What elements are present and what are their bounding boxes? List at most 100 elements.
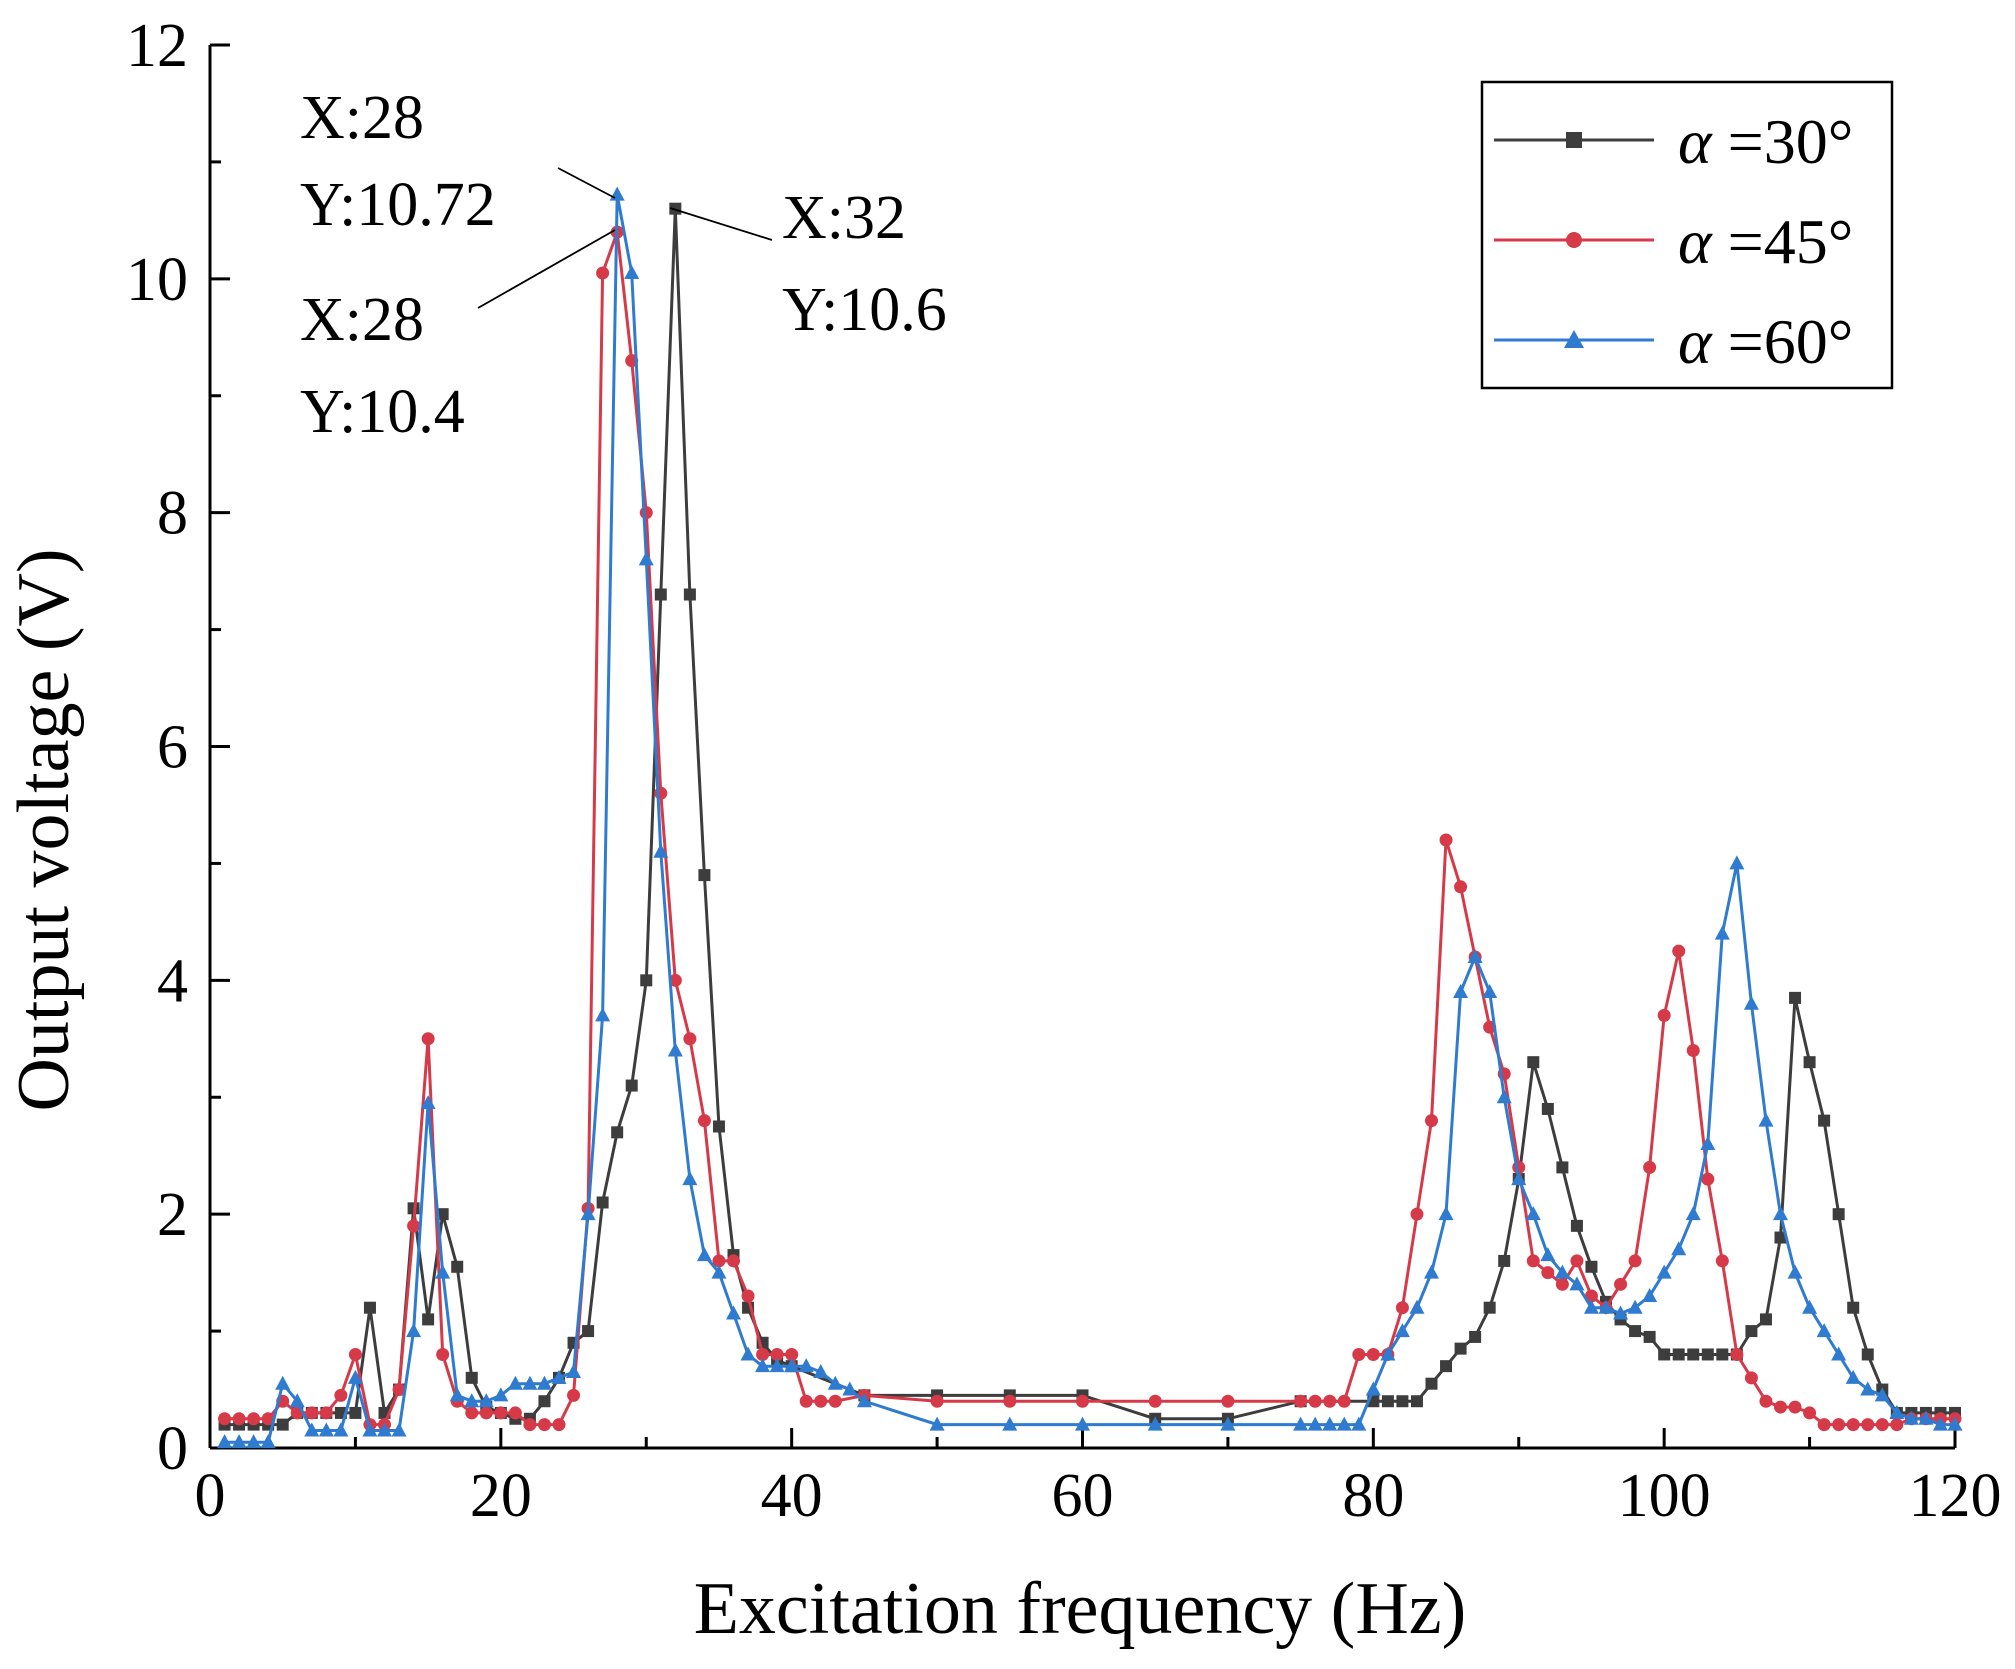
data-point-60-31 bbox=[667, 1042, 683, 1057]
legend-label-30: =30° bbox=[1728, 106, 1854, 177]
data-point-60-10 bbox=[362, 1422, 378, 1437]
data-point-60-11 bbox=[377, 1422, 392, 1437]
data-point-45-37 bbox=[756, 1347, 770, 1361]
data-point-60-15 bbox=[435, 1264, 451, 1279]
x-tick-label-60: 60 bbox=[1052, 1462, 1114, 1530]
annotation-1-y: Y:10.72 bbox=[300, 171, 496, 239]
data-point-45-75 bbox=[1672, 944, 1686, 958]
data-point-30-59 bbox=[1541, 1102, 1554, 1115]
data-point-45-83 bbox=[1788, 1400, 1802, 1414]
data-point-45-65 bbox=[1526, 1254, 1540, 1268]
data-point-30-66 bbox=[1643, 1330, 1656, 1343]
data-point-45-57 bbox=[1410, 1207, 1424, 1221]
data-point-60-44 bbox=[856, 1393, 872, 1408]
data-point-30-75 bbox=[1774, 1231, 1787, 1244]
data-point-30-71 bbox=[1716, 1348, 1729, 1361]
data-point-60-38 bbox=[769, 1358, 785, 1373]
data-point-60-86 bbox=[1816, 1323, 1832, 1338]
data-point-45-76 bbox=[1686, 1043, 1700, 1057]
series-line-45 bbox=[224, 231, 1955, 1427]
data-point-45-80 bbox=[1744, 1371, 1758, 1385]
data-point-45-69 bbox=[1584, 1289, 1598, 1303]
annotation-3-y: Y:10.6 bbox=[782, 276, 947, 344]
data-point-45-6 bbox=[305, 1406, 319, 1420]
data-point-60-4 bbox=[275, 1375, 291, 1390]
data-point-60-92 bbox=[1903, 1410, 1919, 1425]
data-point-45-74 bbox=[1657, 1008, 1671, 1022]
data-point-45-72 bbox=[1628, 1254, 1642, 1268]
data-point-60-91 bbox=[1889, 1404, 1905, 1419]
legend-label-45: =45° bbox=[1728, 206, 1854, 277]
data-point-45-42 bbox=[828, 1394, 842, 1408]
annotation-leader-1 bbox=[557, 167, 616, 199]
data-point-60-6 bbox=[304, 1422, 320, 1437]
data-point-45-54 bbox=[1366, 1347, 1380, 1361]
data-point-60-68 bbox=[1554, 1264, 1570, 1279]
data-point-45-41 bbox=[814, 1394, 828, 1408]
data-point-45-34 bbox=[712, 1254, 726, 1268]
data-point-60-81 bbox=[1743, 995, 1759, 1010]
data-point-30-52 bbox=[1440, 1360, 1453, 1373]
data-point-45-90 bbox=[1890, 1418, 1904, 1432]
data-point-30-70 bbox=[1701, 1348, 1714, 1361]
x-axis-title: Excitation frequency (Hz) bbox=[694, 1568, 1467, 1650]
data-point-45-60 bbox=[1454, 880, 1468, 894]
data-point-30-55 bbox=[1483, 1301, 1496, 1314]
annotation-leader-3 bbox=[669, 207, 773, 241]
data-point-60-14 bbox=[420, 1095, 436, 1110]
data-point-60-24 bbox=[566, 1364, 582, 1379]
data-point-60-3 bbox=[260, 1434, 276, 1449]
data-point-60-53 bbox=[1336, 1416, 1352, 1431]
data-point-60-20 bbox=[507, 1375, 523, 1390]
data-point-45-86 bbox=[1832, 1418, 1846, 1432]
data-point-60-77 bbox=[1685, 1206, 1701, 1221]
data-point-45-84 bbox=[1803, 1406, 1817, 1420]
data-point-60-41 bbox=[813, 1364, 829, 1379]
data-point-30-62 bbox=[1585, 1260, 1598, 1273]
legend-item-30: α =30° bbox=[1494, 106, 1853, 177]
y-tick-label-6: 6 bbox=[157, 714, 188, 782]
data-point-60-57 bbox=[1394, 1323, 1410, 1338]
data-point-60-90 bbox=[1874, 1387, 1890, 1402]
data-point-60-32 bbox=[682, 1171, 698, 1186]
data-point-45-47 bbox=[1148, 1394, 1162, 1408]
data-point-60-36 bbox=[740, 1346, 756, 1361]
data-point-45-0 bbox=[218, 1412, 232, 1426]
data-point-60-80 bbox=[1729, 855, 1745, 870]
data-point-30-17 bbox=[465, 1371, 478, 1384]
data-point-45-82 bbox=[1774, 1400, 1787, 1414]
data-point-45-66 bbox=[1541, 1266, 1555, 1280]
data-point-60-78 bbox=[1700, 1136, 1716, 1151]
annotation-2-y: Y:10.4 bbox=[300, 378, 465, 446]
data-point-30-53 bbox=[1454, 1342, 1467, 1355]
data-point-45-56 bbox=[1395, 1301, 1409, 1315]
data-point-60-12 bbox=[391, 1422, 407, 1437]
data-point-60-27 bbox=[609, 186, 625, 201]
data-point-30-30 bbox=[654, 588, 667, 601]
data-point-60-82 bbox=[1758, 1112, 1774, 1127]
data-point-45-79 bbox=[1730, 1347, 1744, 1361]
data-point-60-35 bbox=[726, 1305, 741, 1320]
data-point-45-26 bbox=[596, 266, 610, 280]
data-point-30-28 bbox=[625, 1079, 638, 1092]
data-point-45-32 bbox=[683, 1032, 697, 1046]
data-point-60-43 bbox=[842, 1381, 858, 1396]
data-point-45-68 bbox=[1570, 1254, 1584, 1268]
data-point-30-81 bbox=[1861, 1348, 1874, 1361]
legend-marker-30 bbox=[1566, 132, 1582, 148]
y-tick-label-2: 2 bbox=[157, 1181, 188, 1249]
data-point-45-77 bbox=[1701, 1172, 1715, 1186]
data-point-30-27 bbox=[611, 1126, 624, 1139]
data-point-60-74 bbox=[1642, 1288, 1658, 1303]
data-point-30-68 bbox=[1672, 1348, 1685, 1361]
data-point-60-19 bbox=[493, 1387, 509, 1402]
data-point-60-75 bbox=[1656, 1264, 1672, 1279]
data-point-45-71 bbox=[1614, 1277, 1628, 1291]
data-point-60-67 bbox=[1540, 1247, 1556, 1262]
data-point-60-28 bbox=[624, 264, 640, 279]
data-point-60-61 bbox=[1453, 984, 1469, 999]
data-point-60-87 bbox=[1831, 1346, 1847, 1361]
x-tick-label-0: 0 bbox=[195, 1462, 226, 1530]
data-point-30-78 bbox=[1818, 1114, 1831, 1127]
legend-marker-60 bbox=[1564, 330, 1584, 348]
